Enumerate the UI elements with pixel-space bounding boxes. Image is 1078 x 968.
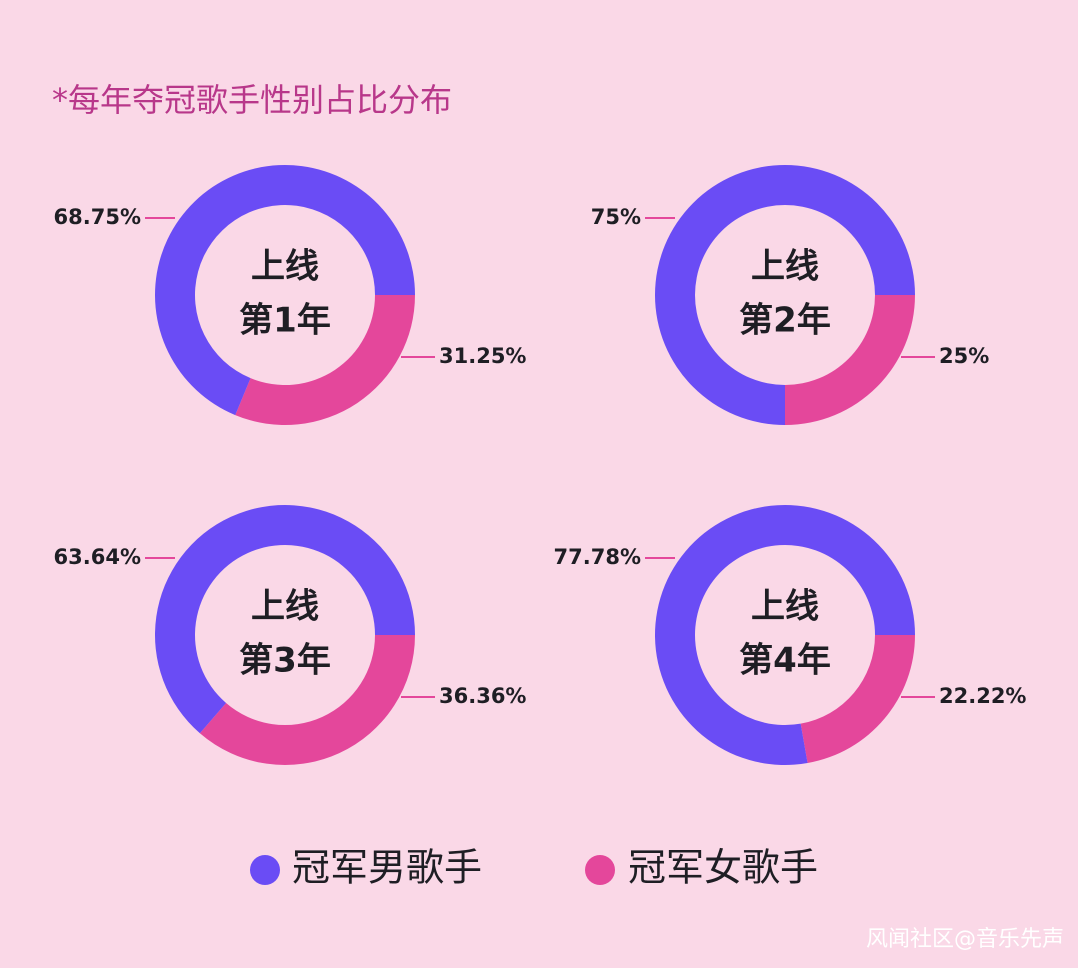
center-label: 第4年	[739, 641, 831, 681]
value-label: 36.36%	[439, 684, 526, 708]
center-label: 第3年	[239, 641, 331, 681]
donut-slice	[655, 505, 915, 765]
center-label: 第1年	[239, 301, 331, 341]
legend-label: 冠军女歌手	[628, 846, 818, 890]
value-label: 22.22%	[939, 684, 1026, 708]
donut-slice	[199, 635, 416, 766]
value-label: 31.25%	[439, 344, 526, 368]
legend-label: 冠军男歌手	[292, 846, 482, 890]
donut-slice	[655, 165, 915, 425]
legend-swatch	[250, 855, 280, 885]
value-label: 77.78%	[554, 545, 641, 569]
donut-slice	[235, 295, 415, 425]
subtitle: *每年夺冠歌手性别占比分布	[52, 81, 452, 119]
donut-slice	[155, 165, 415, 416]
center-label: 第2年	[739, 301, 831, 341]
donut-slice	[785, 295, 915, 425]
value-label: 68.75%	[54, 205, 141, 229]
center-label: 上线	[751, 587, 819, 627]
watermark: 风闻社区@音乐先声	[866, 927, 1064, 952]
center-label: 上线	[251, 247, 319, 287]
center-label: 上线	[751, 247, 819, 287]
center-label: 上线	[251, 587, 319, 627]
donut-slice	[154, 505, 415, 734]
value-label: 63.64%	[54, 545, 141, 569]
donut-slice	[800, 635, 915, 764]
value-label: 75%	[591, 205, 641, 229]
value-label: 25%	[939, 344, 989, 368]
legend-swatch	[585, 855, 615, 885]
